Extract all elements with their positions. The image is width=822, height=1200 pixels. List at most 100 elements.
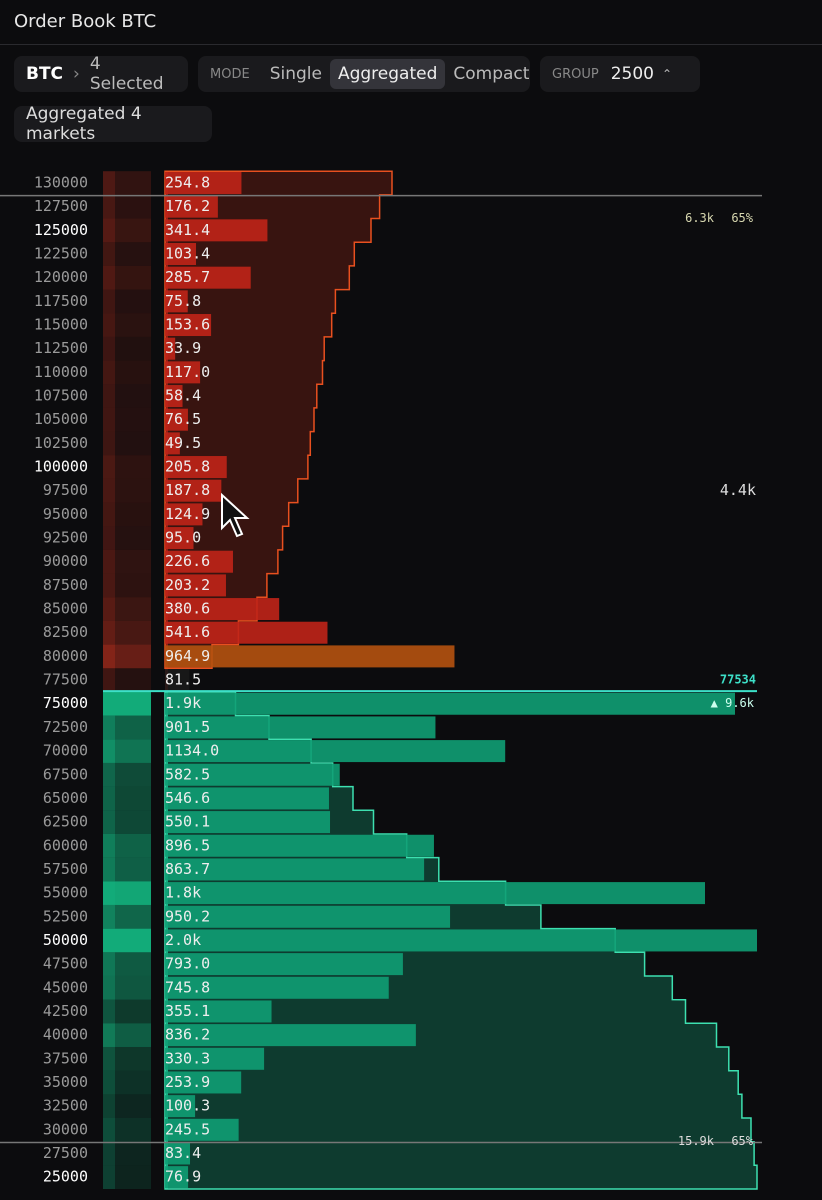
chevron: › xyxy=(73,64,80,84)
heat-cell xyxy=(139,715,151,740)
price: 117500 xyxy=(34,292,88,310)
heat-cell xyxy=(127,194,139,219)
heat-cell xyxy=(115,289,127,314)
size: 254.8 xyxy=(165,174,210,192)
heat-cell xyxy=(127,810,139,834)
price: 45000 xyxy=(43,978,88,996)
heat-cell xyxy=(127,904,139,929)
heat-cell xyxy=(103,810,115,834)
size-bar xyxy=(165,550,233,573)
size-bar xyxy=(165,976,389,999)
heat-cell xyxy=(139,762,151,787)
heat-cell xyxy=(139,786,151,811)
heat-cell xyxy=(103,1141,115,1166)
size: 226.6 xyxy=(165,552,210,570)
heat-cell xyxy=(127,384,139,408)
heat-cell xyxy=(139,620,151,645)
size: 76.9 xyxy=(165,1168,201,1186)
price: 32500 xyxy=(43,1097,88,1115)
size-bar xyxy=(165,385,183,408)
size-bar xyxy=(165,669,190,692)
price: 70000 xyxy=(43,742,88,760)
size-bar xyxy=(165,432,180,455)
price: 52500 xyxy=(43,907,88,925)
size: 582.5 xyxy=(165,765,210,783)
size-bar xyxy=(165,503,203,526)
heat-cell xyxy=(115,431,127,456)
heat-cell xyxy=(127,1141,139,1166)
heat-cell xyxy=(103,336,115,361)
size-bar xyxy=(165,787,329,810)
heat-cell xyxy=(115,881,127,905)
price: 90000 xyxy=(43,552,88,570)
heat-cell xyxy=(127,313,139,337)
heat-cell xyxy=(115,526,127,550)
size-bar xyxy=(165,621,328,644)
heat-cell xyxy=(115,313,127,337)
mode-option[interactable]: Compact xyxy=(453,64,530,84)
size: 58.4 xyxy=(165,387,201,405)
heat-cell xyxy=(139,502,151,527)
size-bar xyxy=(165,456,227,479)
heat-cell xyxy=(115,478,127,503)
price: 25000 xyxy=(43,1168,88,1186)
heat-cell xyxy=(103,975,115,1000)
heat-cell xyxy=(115,1023,127,1047)
heat-cell xyxy=(103,668,115,692)
group-selector[interactable]: GROUP 2500 ⌃ xyxy=(540,56,700,92)
size: 546.6 xyxy=(165,789,210,807)
price: 55000 xyxy=(43,884,88,902)
price: 35000 xyxy=(43,1073,88,1091)
size-bar xyxy=(165,740,506,763)
heat-cell xyxy=(139,857,151,882)
chip: Aggregated 4 markets xyxy=(14,104,212,144)
heat-cell xyxy=(139,975,151,1000)
bid-total: 15.9k xyxy=(678,1134,715,1148)
size-bar xyxy=(165,929,757,952)
size-bar xyxy=(165,716,436,739)
price: 50000 xyxy=(43,931,88,949)
heat-cell xyxy=(127,928,139,953)
price: 105000 xyxy=(34,410,88,428)
price: 40000 xyxy=(43,1026,88,1044)
size-bar xyxy=(165,1118,239,1141)
heat-cell xyxy=(103,762,115,787)
size: 83.4 xyxy=(165,1144,201,1162)
size: 950.2 xyxy=(165,907,210,925)
heat-cell xyxy=(127,573,139,598)
size-bar xyxy=(165,479,222,502)
heat-cell xyxy=(127,502,139,527)
price: 77500 xyxy=(43,671,88,689)
heat-cell xyxy=(103,478,115,503)
heat-cell xyxy=(103,691,115,716)
size: 253.9 xyxy=(165,1073,210,1091)
heat-cell xyxy=(139,1165,151,1190)
heat-cell xyxy=(115,691,127,716)
bid-top: ▲ 9.6k xyxy=(711,696,755,710)
heat-cell xyxy=(127,265,139,290)
price: 57500 xyxy=(43,860,88,878)
heat-cell xyxy=(139,242,151,266)
size: 1134.0 xyxy=(165,742,219,760)
heat-cell xyxy=(115,762,127,787)
price: 65000 xyxy=(43,789,88,807)
heat-cell xyxy=(103,786,115,811)
mode-option[interactable]: Aggregated xyxy=(329,59,446,89)
heat-cell xyxy=(127,952,139,976)
size: 81.5 xyxy=(165,671,201,689)
heat-cell xyxy=(115,999,127,1024)
size: 205.8 xyxy=(165,458,210,476)
price: 107500 xyxy=(34,387,88,405)
size: 103.4 xyxy=(165,245,210,263)
heat-cell xyxy=(103,502,115,527)
heat-cell xyxy=(139,360,151,385)
heat-cell xyxy=(115,644,127,669)
price: 82500 xyxy=(43,623,88,641)
heat-cell xyxy=(127,644,139,669)
market-selector[interactable]: BTC › 4 Selected xyxy=(14,54,188,94)
size: 100.3 xyxy=(165,1097,210,1115)
mode-option[interactable]: Single xyxy=(269,64,322,84)
size: 124.9 xyxy=(165,505,210,523)
heat-cell xyxy=(127,715,139,740)
heat-cell xyxy=(139,810,151,834)
